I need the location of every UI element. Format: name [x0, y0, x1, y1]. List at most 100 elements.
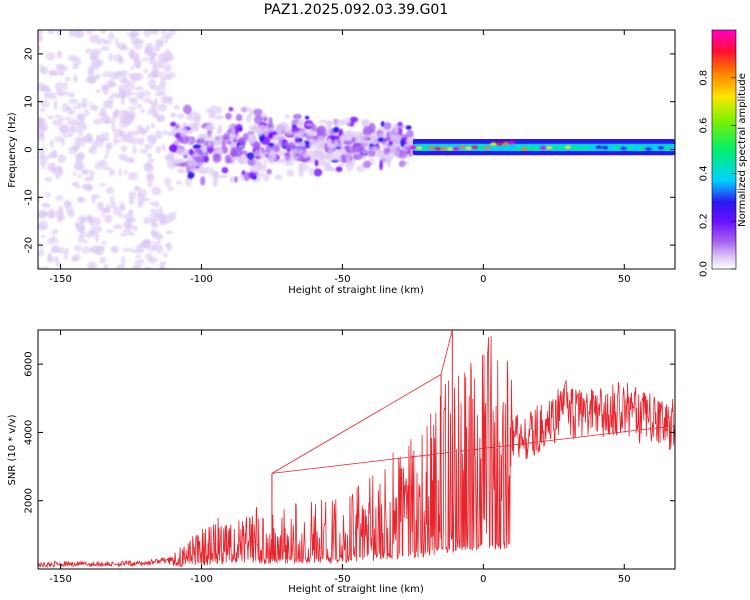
- heatmap-cell: [405, 125, 412, 130]
- heatmap-cell: [277, 127, 282, 136]
- heatmap-cell: [240, 150, 248, 155]
- heatmap-cell: [76, 138, 81, 149]
- heatmap-cell: [98, 159, 108, 168]
- heatmap-cell: [134, 259, 143, 269]
- heatmap-cell: [190, 166, 198, 174]
- heatmap-cell: [151, 71, 159, 78]
- heatmap-cell: [170, 112, 177, 118]
- heatmap-cell: [155, 146, 161, 154]
- heatmap-cell: [104, 154, 108, 160]
- heatmap-cell: [229, 150, 237, 158]
- heatmap-cell: [39, 154, 50, 161]
- heatmap-cell: [150, 30, 159, 35]
- heatmap-cell: [351, 143, 363, 152]
- heatmap-cell: [297, 163, 304, 172]
- heatmap-cell: [52, 119, 63, 126]
- heatmap-cell: [150, 123, 156, 128]
- carrier-cell: [614, 145, 621, 150]
- heatmap-cell: [238, 144, 246, 149]
- heatmap-cell: [101, 131, 110, 139]
- heatmap-cell: [385, 140, 389, 150]
- heatmap-cell: [185, 115, 196, 121]
- carrier-cell: [595, 145, 603, 149]
- carrier-cell: [670, 146, 675, 150]
- heatmap-cell: [214, 115, 224, 120]
- heatmap-cell: [85, 30, 94, 35]
- carrier-cell: [583, 145, 590, 149]
- heatmap-cell: [128, 97, 138, 102]
- heatmap-cell: [150, 208, 160, 214]
- heatmap-cell: [56, 50, 63, 59]
- heatmap-cell: [206, 144, 214, 154]
- heatmap-cell: [107, 96, 114, 104]
- heatmap-cell: [110, 92, 120, 99]
- heatmap-cell: [53, 136, 65, 143]
- carrier-cell: [632, 147, 640, 151]
- heatmap-cell: [41, 163, 46, 170]
- heatmap-cell: [264, 126, 270, 136]
- heatmap-cell: [87, 67, 94, 78]
- heatmap-cell: [68, 30, 76, 38]
- heatmap-cell: [179, 131, 187, 138]
- heatmap-cell: [158, 215, 167, 223]
- heatmap-cell: [140, 149, 149, 154]
- heatmap-cell: [163, 64, 172, 72]
- heatmap-cell: [268, 142, 275, 147]
- heatmap-cell: [197, 149, 203, 156]
- heatmap-cell: [395, 134, 403, 139]
- heatmap-cell: [228, 106, 234, 112]
- heatmap-cell: [362, 160, 372, 169]
- heatmap-cell: [272, 134, 281, 140]
- heatmap-cell: [81, 246, 92, 255]
- heatmap-cell: [222, 138, 226, 149]
- heatmap-cell: [38, 222, 43, 228]
- heatmap-cell: [54, 82, 65, 91]
- carrier-cell: [626, 145, 634, 150]
- heatmap-cell: [69, 109, 76, 115]
- heatmap-cell: [305, 122, 313, 127]
- colorbar-tick-label: 0.2: [699, 213, 710, 229]
- heatmap-cell: [247, 152, 255, 160]
- heatmap-cell: [126, 231, 135, 237]
- heatmap-cell: [159, 263, 165, 269]
- heatmap-cell: [179, 134, 190, 144]
- heatmap-cell: [224, 154, 232, 164]
- heatmap-cell: [168, 96, 173, 106]
- heatmap-cell: [91, 195, 96, 205]
- heatmap-cell: [240, 106, 251, 112]
- x-tick-label: -150: [49, 574, 72, 585]
- heatmap-cell: [51, 235, 56, 242]
- heatmap-cell: [105, 229, 114, 234]
- heatmap-cell: [73, 120, 83, 127]
- heatmap-cell: [73, 105, 77, 110]
- heatmap-cell: [144, 50, 150, 54]
- heatmap-cell: [41, 124, 49, 132]
- heatmap-cell: [144, 143, 153, 150]
- heatmap-cell: [188, 148, 194, 156]
- heatmap-cell: [81, 184, 90, 189]
- heatmap-cell: [308, 167, 315, 176]
- heatmap-cell: [130, 248, 141, 254]
- heatmap-cell: [380, 121, 385, 128]
- heatmap-cell: [108, 52, 114, 62]
- heatmap-cell: [84, 48, 94, 54]
- heatmap-cell: [112, 111, 117, 120]
- heatmap-cell: [233, 176, 238, 183]
- heatmap-cell: [90, 62, 101, 71]
- heatmap-cell: [72, 170, 77, 177]
- heatmap-cell: [141, 90, 152, 97]
- heatmap-cell: [356, 136, 365, 143]
- heatmap-cell: [119, 130, 126, 137]
- heatmap-cell: [101, 39, 112, 45]
- heatmap-cell: [114, 37, 119, 46]
- heatmap-cell: [221, 167, 229, 174]
- heatmap-cell: [304, 115, 310, 120]
- heatmap-cell: [105, 186, 115, 194]
- heatmap-cell: [68, 132, 74, 138]
- heatmap-cell: [380, 152, 385, 158]
- carrier-cell: [459, 145, 466, 149]
- snr-axes: -150 -100 -50 0 50 2000 4000 6000: [24, 330, 675, 585]
- carrier-cell: [570, 145, 578, 149]
- heatmap-cell: [101, 166, 112, 171]
